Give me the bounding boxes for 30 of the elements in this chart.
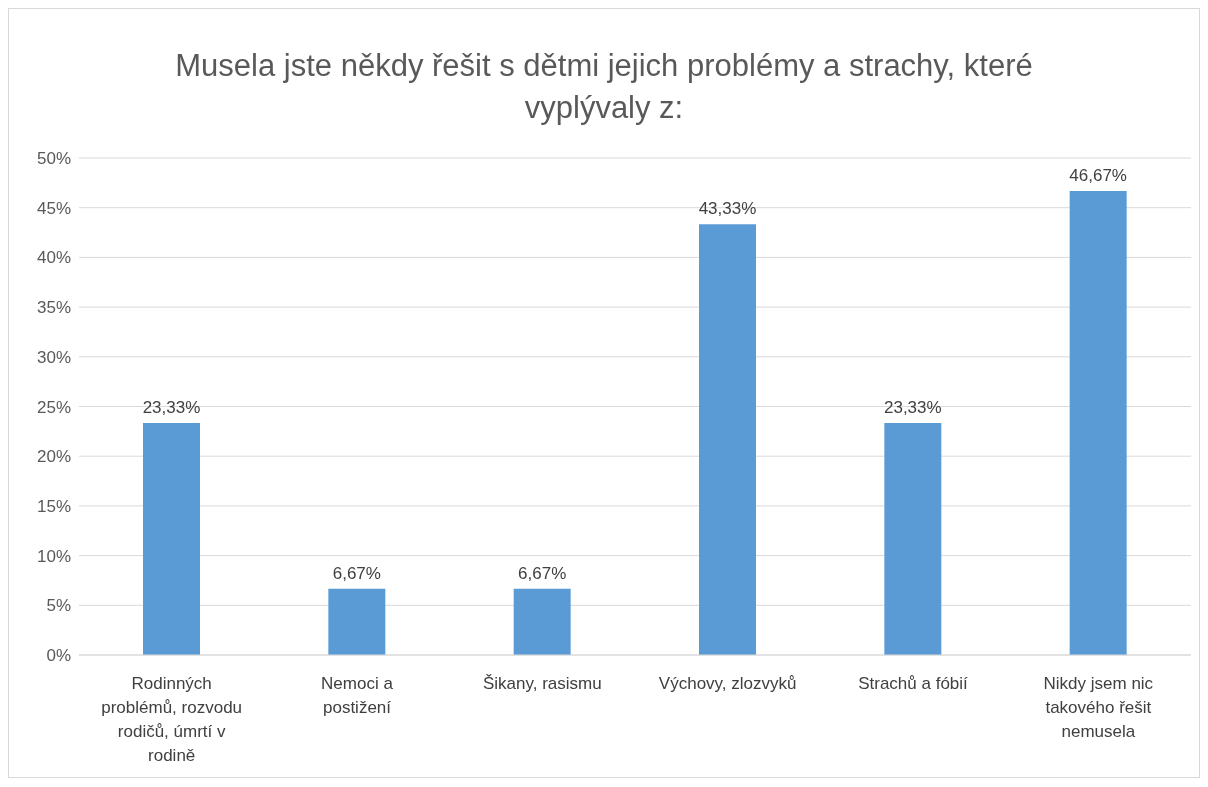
y-tick-label: 35% [36,298,71,318]
bar [884,423,942,655]
y-tick-label: 40% [36,248,71,268]
bar [699,224,756,655]
x-tick-label: Strachů a fóbií [858,674,969,693]
data-label: 6,67% [332,563,381,583]
x-tick-label: Nemoci a postižení [321,674,394,717]
y-tick-label: 20% [36,447,71,467]
y-tick-label: 25% [36,397,71,417]
bar [143,423,200,655]
y-tick-label: 5% [46,596,71,616]
bar [513,588,571,655]
y-tick-label: 50% [36,149,71,169]
y-tick-label: 30% [36,347,71,367]
data-label: 23,33% [142,398,201,418]
y-tick-label: 45% [36,198,71,218]
x-tick-label: Rodinných problémů, rozvodu rodičů, úmrtí v rodině [101,674,243,765]
x-tick-label: Výchovy, zlozvyků [658,674,797,693]
data-label: 6,67% [518,563,567,583]
data-label: 43,33% [698,199,757,219]
x-tick-label: Šikany, rasismu [482,674,602,693]
y-tick-label: 0% [46,646,71,666]
bar [328,588,386,655]
bar [1069,191,1127,655]
y-tick-label: 15% [36,496,71,516]
y-tick-label: 10% [36,546,71,566]
chart-title: Musela jste někdy řešit s dětmi jejich problémy a strachy, které vyplývaly z: [174,47,1034,127]
data-label: 23,33% [884,398,942,418]
data-label: 46,67% [1069,166,1127,186]
x-tick-label: Nikdy jsem nic takového řešit nemusela [1043,674,1154,741]
